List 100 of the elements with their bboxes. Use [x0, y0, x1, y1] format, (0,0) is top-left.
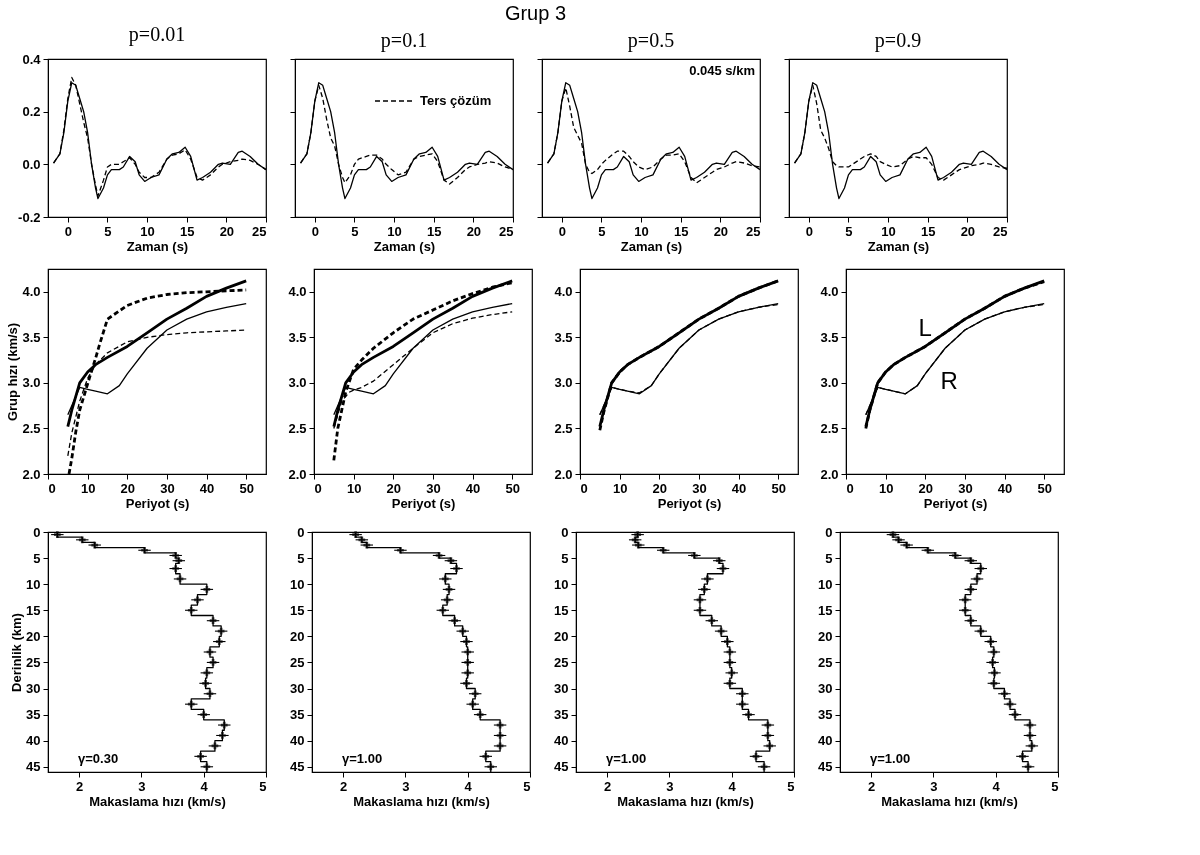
y-tick-label: 40 — [290, 733, 305, 749]
y-tick-label: 15 — [554, 602, 569, 618]
y-tick-label: 25 — [290, 654, 305, 670]
y-tick-label: 0 — [825, 524, 833, 540]
chart-title: p=0.01 — [128, 23, 186, 46]
annotation: R — [940, 367, 958, 395]
y-tick-label: 15 — [818, 602, 833, 618]
x-tick-label: 0 — [48, 480, 56, 496]
y-tick-label: 35 — [290, 707, 305, 723]
y-tick-label: 0 — [297, 524, 305, 540]
x-axis-title: Makaslama hızı (km/s) — [89, 793, 226, 809]
x-axis-title: Periyot (s) — [657, 495, 722, 511]
x-tick-label: 4 — [992, 778, 1001, 794]
x-axis-title: Periyot (s) — [391, 495, 456, 511]
x-tick-label: 5 — [787, 778, 795, 794]
x-axis-title: Zaman (s) — [620, 238, 683, 254]
x-tick-label: 50 — [239, 480, 254, 496]
x-tick-label: 30 — [692, 480, 707, 496]
y-tick-label: 45 — [554, 759, 569, 775]
x-tick-label: 20 — [120, 480, 136, 496]
x-axis-title: Zaman (s) — [126, 238, 189, 254]
y-tick-label: 30 — [554, 681, 569, 697]
x-tick-label: 20 — [918, 480, 934, 496]
chart-title: p=0.5 — [627, 28, 675, 52]
y-tick-label: 10 — [818, 576, 833, 592]
x-tick-label: 4 — [200, 778, 209, 794]
x-tick-label: 2 — [76, 778, 84, 794]
x-tick-label: 50 — [505, 480, 520, 496]
y-tick-label: 40 — [818, 733, 833, 749]
x-tick-label: 10 — [387, 223, 402, 239]
x-tick-label: 2 — [340, 778, 348, 794]
x-tick-label: 40 — [731, 480, 747, 496]
y-tick-label: 30 — [290, 681, 305, 697]
x-tick-label: 3 — [138, 778, 146, 794]
chart-title: p=0.1 — [380, 28, 428, 52]
y-tick-label: 3.0 — [820, 375, 839, 391]
y-tick-label: 35 — [26, 707, 41, 723]
y-tick-label: 30 — [818, 681, 833, 697]
x-tick-label: 20 — [386, 480, 402, 496]
y-tick-label: 2.0 — [820, 466, 839, 482]
x-tick-label: 10 — [80, 480, 96, 496]
y-tick-label: 20 — [26, 628, 41, 644]
y-tick-label: 0.0 — [22, 156, 41, 172]
annotation: γ=1.00 — [342, 751, 383, 766]
x-tick-label: 20 — [466, 223, 482, 239]
y-tick-label: 2.5 — [820, 420, 839, 436]
x-tick-label: 3 — [402, 778, 410, 794]
x-tick-label: 2 — [604, 778, 612, 794]
x-tick-label: 40 — [199, 480, 215, 496]
y-tick-label: 10 — [290, 576, 305, 592]
y-tick-label: 2.5 — [288, 420, 307, 436]
y-axis-title: Derinlik (km) — [9, 613, 25, 692]
y-tick-label: 15 — [290, 602, 305, 618]
x-tick-label: 5 — [845, 223, 853, 239]
y-tick-label: 45 — [818, 759, 833, 775]
y-tick-label: 20 — [290, 628, 305, 644]
y-tick-label: 2.0 — [22, 466, 41, 482]
annotation: γ=1.00 — [606, 751, 647, 766]
x-tick-label: 40 — [465, 480, 481, 496]
y-tick-label: 5 — [561, 550, 569, 566]
x-tick-label: 20 — [713, 223, 729, 239]
y-tick-label: 3.0 — [22, 375, 41, 391]
y-tick-label: 2.0 — [288, 466, 307, 482]
y-tick-label: -0.2 — [18, 209, 41, 225]
x-tick-label: 4 — [464, 778, 473, 794]
y-tick-label: 5 — [297, 550, 305, 566]
x-tick-label: 15 — [920, 223, 936, 239]
y-tick-label: 2.5 — [554, 420, 573, 436]
x-tick-label: 20 — [219, 223, 235, 239]
x-tick-label: 3 — [666, 778, 674, 794]
x-tick-label: 10 — [346, 480, 362, 496]
x-tick-label: 10 — [878, 480, 894, 496]
y-tick-label: 20 — [818, 628, 833, 644]
y-tick-label: 3.5 — [820, 329, 839, 345]
annotation: L — [918, 314, 932, 342]
x-tick-label: 10 — [612, 480, 628, 496]
x-tick-label: 30 — [426, 480, 441, 496]
x-tick-label: 5 — [351, 223, 359, 239]
x-tick-label: 5 — [104, 223, 112, 239]
x-tick-label: 0 — [314, 480, 322, 496]
annotation: γ=0.30 — [78, 751, 119, 766]
x-tick-label: 30 — [160, 480, 175, 496]
y-tick-label: 0 — [561, 524, 569, 540]
y-tick-label: 10 — [554, 576, 569, 592]
x-tick-label: 20 — [652, 480, 668, 496]
y-tick-label: 4.0 — [820, 284, 839, 300]
x-tick-label: 25 — [746, 223, 761, 239]
y-tick-label: 4.0 — [554, 284, 573, 300]
x-tick-label: 0 — [805, 223, 813, 239]
y-tick-label: 5 — [33, 550, 41, 566]
x-tick-label: 50 — [1037, 480, 1052, 496]
y-tick-label: 3.0 — [288, 375, 307, 391]
x-tick-label: 0 — [580, 480, 588, 496]
x-tick-label: 25 — [252, 223, 267, 239]
x-axis-title: Zaman (s) — [373, 238, 436, 254]
y-tick-label: 3.0 — [554, 375, 573, 391]
y-tick-label: 4.0 — [288, 284, 307, 300]
y-tick-label: 0.4 — [22, 51, 42, 67]
y-tick-label: 35 — [818, 707, 833, 723]
x-tick-label: 5 — [598, 223, 606, 239]
